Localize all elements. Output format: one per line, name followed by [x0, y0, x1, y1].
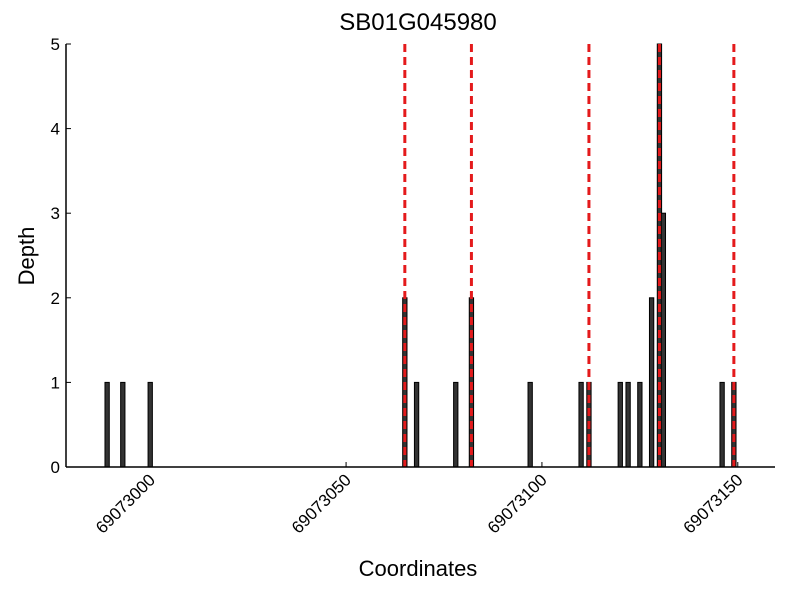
x-tick-label: 69073050 — [288, 470, 355, 537]
y-axis-label: Depth — [14, 227, 39, 286]
bar — [104, 381, 110, 468]
bar — [453, 381, 459, 468]
bar — [617, 381, 623, 468]
bar — [625, 381, 631, 468]
bar — [719, 381, 725, 468]
bar — [648, 297, 655, 468]
bar — [578, 381, 584, 468]
y-tick-label: 4 — [51, 120, 60, 139]
x-axis-label: Coordinates — [359, 556, 478, 581]
bar — [527, 381, 533, 468]
bar — [660, 212, 667, 468]
x-tick-label: 69073150 — [680, 470, 747, 537]
y-tick-label: 2 — [51, 289, 60, 308]
bar — [637, 381, 643, 468]
bar — [147, 381, 153, 468]
chart-title: SB01G045980 — [339, 9, 496, 36]
y-tick-label: 3 — [51, 204, 60, 223]
x-tick-label: 69073000 — [92, 470, 159, 537]
bar — [120, 381, 126, 468]
y-tick-label: 0 — [51, 458, 60, 477]
x-tick-label: 69073100 — [484, 470, 551, 537]
y-tick-label: 5 — [51, 35, 60, 54]
y-tick-label: 1 — [51, 373, 60, 392]
bar — [413, 381, 420, 468]
